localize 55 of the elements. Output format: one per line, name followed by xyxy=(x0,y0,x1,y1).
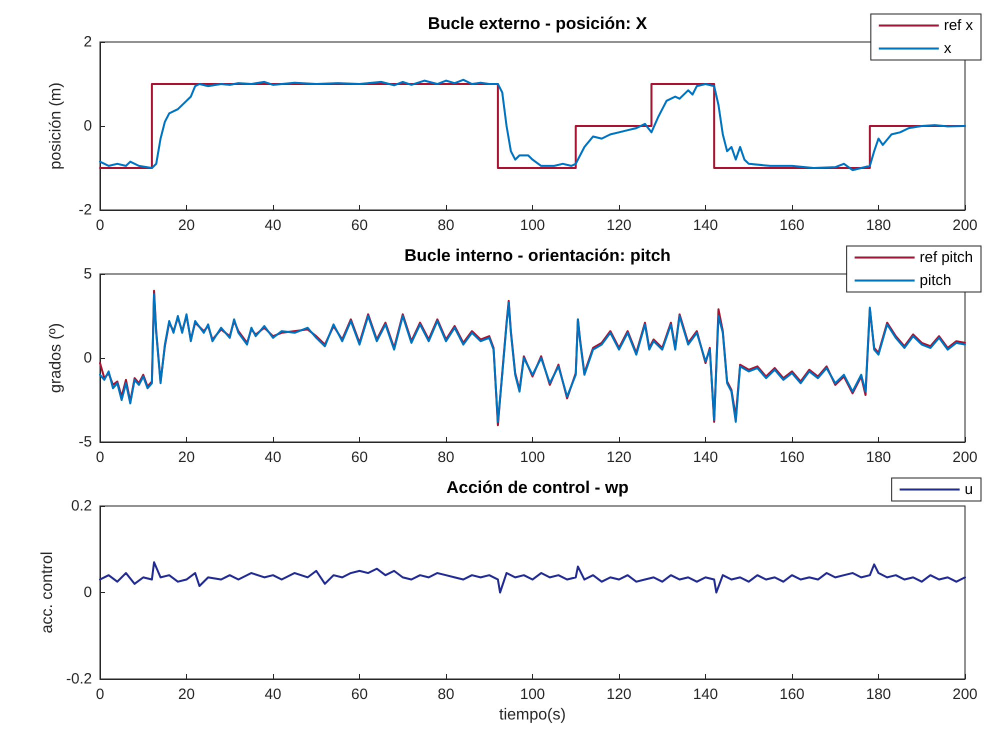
x-tick-label: 80 xyxy=(438,686,454,703)
x-tick-label: 140 xyxy=(692,686,718,703)
x-tick-label: 80 xyxy=(438,217,454,234)
y-tick-label: -5 xyxy=(78,434,92,450)
x-tick-label: 0 xyxy=(96,449,104,466)
y-tick-label: 0 xyxy=(84,350,92,366)
y-tick-label: -0.2 xyxy=(66,670,92,688)
x-tick-label: 180 xyxy=(866,449,892,466)
x-tick-label: 40 xyxy=(264,449,282,466)
x-axis-title: tiempo(s) xyxy=(499,706,566,724)
legend-label: ref pitch xyxy=(920,249,974,266)
x-tick-label: 20 xyxy=(178,686,195,703)
x-tick-label: 20 xyxy=(178,449,195,466)
chart-title: Acción de control - wp xyxy=(446,478,629,497)
x-tick-label: 180 xyxy=(866,686,892,703)
x-tick-label: 140 xyxy=(692,449,718,466)
legend-label: ref x xyxy=(944,17,974,34)
x-tick-label: 200 xyxy=(952,686,978,703)
line-series xyxy=(99,561,966,594)
y-tick-label: 0.2 xyxy=(71,498,92,514)
y-tick-label: 0 xyxy=(84,118,92,134)
x-tick-label: 140 xyxy=(692,217,718,234)
legend-label: u xyxy=(964,481,973,498)
x-tick-label: 160 xyxy=(779,217,805,234)
x-tick-label: 160 xyxy=(779,449,805,466)
x-tick-label: 120 xyxy=(606,449,632,466)
x-tick-label: 60 xyxy=(351,686,368,703)
x-tick-label: 100 xyxy=(520,686,546,703)
x-tick-label: 20 xyxy=(178,217,195,234)
x-tick-label: 120 xyxy=(606,686,632,703)
y-tick-label: 0 xyxy=(84,584,92,601)
y-tick-label: 2 xyxy=(84,34,92,50)
x-tick-label: 60 xyxy=(351,449,368,466)
x-tick-label: 200 xyxy=(952,217,978,234)
y-tick-label: -2 xyxy=(78,202,92,218)
y-axis-title: grados (º) xyxy=(48,323,64,393)
y-axis-title: acc. control xyxy=(38,552,56,634)
x-tick-label: 120 xyxy=(606,217,632,234)
x-tick-label: 40 xyxy=(264,686,282,703)
x-tick-label: 0 xyxy=(96,217,104,234)
legend-label: x xyxy=(944,40,952,57)
x-tick-label: 100 xyxy=(520,217,546,234)
x-tick-label: 60 xyxy=(351,217,368,234)
legend-label: pitch xyxy=(920,272,952,289)
x-tick-label: 100 xyxy=(520,449,546,466)
chart-title: Bucle externo - posición: X xyxy=(428,14,648,33)
x-tick-label: 40 xyxy=(264,217,282,234)
x-tick-label: 180 xyxy=(866,217,892,234)
chart-title: Bucle interno - orientación: pitch xyxy=(404,246,671,265)
x-tick-label: 160 xyxy=(779,686,805,703)
y-tick-label: 5 xyxy=(84,266,92,282)
x-tick-label: 0 xyxy=(96,686,104,703)
x-tick-label: 80 xyxy=(438,449,454,466)
x-tick-label: 200 xyxy=(952,449,978,466)
y-axis-title: posición (m) xyxy=(48,82,64,170)
